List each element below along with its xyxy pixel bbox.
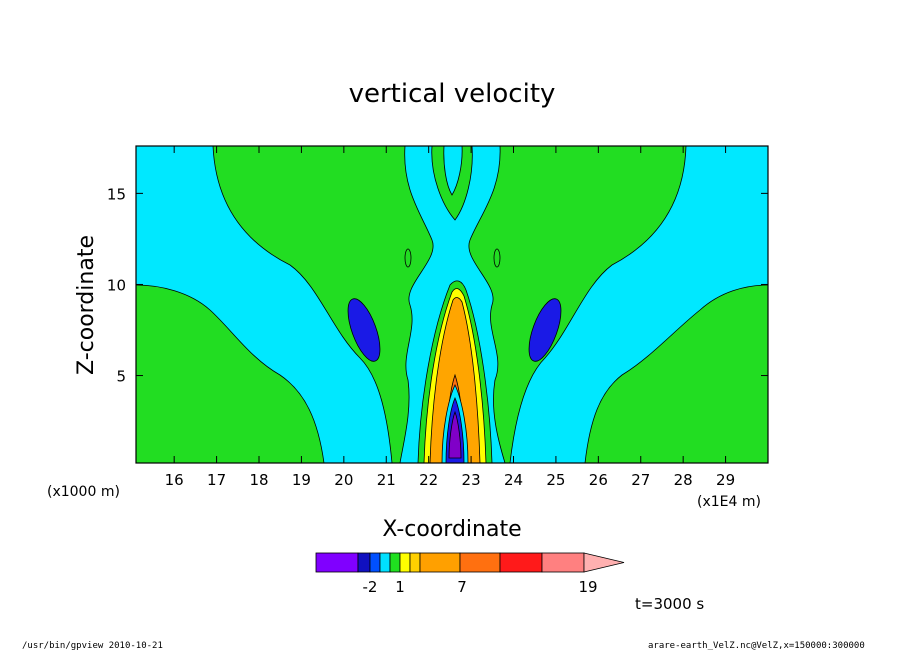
x-tick-label: 23 [462, 471, 481, 489]
x-units-note: (x1000 m) [47, 484, 120, 500]
colorbar [315, 552, 625, 573]
x-axis-ticks: 16 17 18 19 20 21 22 23 24 25 26 27 28 29 [165, 146, 735, 489]
x-tick-label: 25 [546, 471, 565, 489]
colorbar-box [459, 552, 501, 573]
colorbar-box [369, 552, 381, 573]
colorbar-box [399, 552, 411, 573]
x-tick-label: 24 [504, 471, 523, 489]
colorbar-box [357, 552, 371, 573]
footer-left: /usr/bin/gpview 2010-10-21 [22, 641, 163, 651]
x-tick-label: 19 [292, 471, 311, 489]
downdraft-core [448, 410, 462, 459]
x-tick-label: 29 [716, 471, 735, 489]
y-tick-label: 15 [107, 185, 126, 203]
footer-right: arare-earth_VelZ.nc@VelZ,x=150000:300000 [648, 641, 865, 651]
colorbar-box [499, 552, 543, 573]
colorbar-box [541, 552, 585, 573]
x-tick-label: 18 [249, 471, 268, 489]
left-negative-cell [347, 298, 381, 362]
colorbar-arrow [583, 552, 625, 573]
y-tick-label: 5 [116, 368, 126, 386]
island-right [493, 248, 501, 268]
island-left [404, 248, 412, 268]
right-cyan-region [509, 146, 768, 463]
colorbar-tick-label: 1 [395, 578, 405, 596]
y-axis-label: Z-coordinate [74, 235, 99, 375]
x-tick-label: 26 [589, 471, 608, 489]
x-tick-label: 22 [419, 471, 438, 489]
x-tick-label: 20 [334, 471, 353, 489]
colorbar-box [389, 552, 401, 573]
colorbar-tick-labels: -2 1 7 19 [363, 578, 598, 596]
colorbar-box [409, 552, 421, 573]
x-scale-note: (x1E4 m) [697, 494, 761, 510]
x-tick-label: 27 [631, 471, 650, 489]
x-tick-label: 21 [377, 471, 396, 489]
colorbar-tick-label: 19 [578, 578, 597, 596]
left-cyan-region [136, 146, 393, 463]
y-tick-label: 10 [107, 276, 126, 294]
plot-frame [135, 145, 769, 464]
time-label: t=3000 s [635, 595, 704, 613]
x-axis-label: X-coordinate [382, 517, 521, 542]
colorbar-tick-label: 7 [457, 578, 467, 596]
right-negative-cell [528, 298, 562, 362]
y-axis-ticks: 5 10 15 [107, 185, 768, 386]
colorbar-box [419, 552, 461, 573]
central-cyan-inner [443, 146, 463, 196]
contour-field [136, 146, 768, 463]
colorbar-box [315, 552, 359, 573]
colorbar-tick-label: -2 [363, 578, 378, 596]
colorbar-box [379, 552, 391, 573]
chart-title: vertical velocity [349, 79, 556, 109]
x-tick-label: 16 [165, 471, 184, 489]
x-tick-label: 17 [207, 471, 226, 489]
x-tick-label: 28 [674, 471, 693, 489]
